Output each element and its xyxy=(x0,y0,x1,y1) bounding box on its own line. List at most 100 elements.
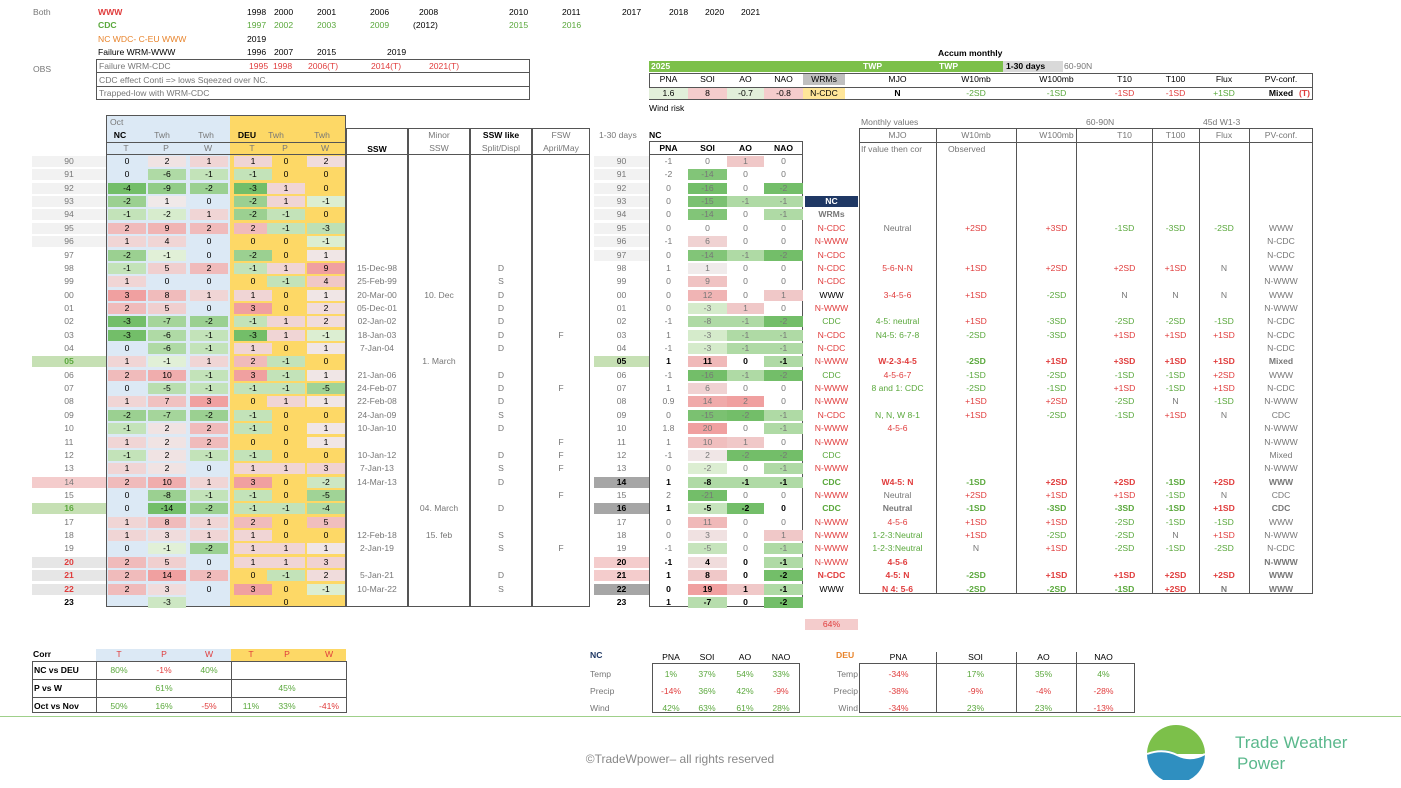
ssw-date: 12-Feb-18 xyxy=(357,530,397,540)
wrm-value: WWW xyxy=(819,290,844,300)
deu-corr-label: Temp xyxy=(836,669,858,679)
sd-value xyxy=(936,437,1016,448)
deu-value: 0 xyxy=(323,530,329,540)
sd-value xyxy=(1016,450,1097,461)
minor-date xyxy=(408,183,470,194)
deu-value: 1 xyxy=(267,543,305,554)
nc-value: 0 xyxy=(206,250,212,260)
sd-value xyxy=(936,169,1016,180)
index-year: 90 xyxy=(594,156,649,167)
ssw-date: 5-Jan-21 xyxy=(360,570,394,580)
right-header: T10 xyxy=(1117,130,1132,140)
current-value: -1SD xyxy=(1114,88,1135,98)
ssw-type xyxy=(470,250,532,261)
sd-value: +1SD xyxy=(1213,503,1235,513)
wrm-value: CDC xyxy=(822,477,841,487)
index-value: 0 xyxy=(743,557,748,567)
sd-value: -2SD xyxy=(1114,530,1135,540)
pv-value: WWW xyxy=(1268,517,1294,527)
legend-year: 2011 xyxy=(562,7,581,17)
obs-text: Failure WRM-CDC xyxy=(99,61,171,71)
fsw-flag xyxy=(532,370,590,381)
sd-value xyxy=(1152,303,1199,314)
sd-value: -2SD xyxy=(1046,584,1067,594)
nc-value: 1 xyxy=(190,290,228,301)
ssw-type: S xyxy=(498,276,504,286)
index-header: AO xyxy=(739,143,752,153)
index-value: 0 xyxy=(781,223,786,233)
minor-date xyxy=(408,370,470,381)
nc-value: -1 xyxy=(190,450,228,461)
nc-value: 2 xyxy=(108,557,146,568)
fsw-flag xyxy=(532,570,590,581)
sd-value xyxy=(1152,196,1199,207)
corr-value xyxy=(100,683,138,694)
index-value: -1 xyxy=(664,557,673,567)
deu-corr-value: -34% xyxy=(888,669,909,679)
mjo-value xyxy=(859,236,936,247)
ssw-date: 7-Jan-04 xyxy=(360,343,394,353)
ssw-type xyxy=(470,490,532,501)
index-value: 0 xyxy=(743,183,748,193)
sd-value xyxy=(1152,250,1199,261)
nc-value: 2 xyxy=(148,463,186,474)
pv-value: N-WWW xyxy=(1264,437,1298,447)
sd-value: -2SD xyxy=(1046,410,1067,420)
corr-value: -41% xyxy=(318,701,340,711)
nc-value: 2 xyxy=(108,570,146,581)
nc-value: 0 xyxy=(124,490,130,500)
mjo-value: Neutral xyxy=(883,490,912,500)
sd-value: +2SD xyxy=(1213,370,1235,380)
index-year: 08 xyxy=(616,396,627,406)
corr-col: T xyxy=(248,649,254,659)
deu-value: -1 xyxy=(234,410,272,421)
legend-year: 2020 xyxy=(705,7,725,17)
sd-value: +1SD xyxy=(1164,330,1187,340)
sd-value: +1SD xyxy=(1113,570,1136,580)
deu-value: 1 xyxy=(307,423,345,434)
nc-corr-value: 33% xyxy=(772,669,790,679)
deu-value: -2 xyxy=(234,209,272,220)
corr-value xyxy=(190,683,228,694)
current-value: -1SD xyxy=(1165,88,1186,98)
minor-date xyxy=(408,343,470,354)
deu-value: -1 xyxy=(307,584,345,595)
deu-value: -1 xyxy=(267,276,305,287)
deu-corr-value: -34% xyxy=(888,703,909,713)
corr-value: 33% xyxy=(278,701,296,711)
wind-risk-label: Wind risk xyxy=(649,103,685,113)
index-value: 0 xyxy=(743,517,748,527)
deu-value: 0 xyxy=(323,183,329,193)
nc-value: 0 xyxy=(206,276,212,286)
ssw-date: 7-Jan-13 xyxy=(360,463,394,473)
mjo-value: 4-5-6 xyxy=(887,423,908,433)
index-value: -1 xyxy=(664,316,673,326)
fsw-flag: F xyxy=(558,383,564,393)
sd-value xyxy=(936,423,1016,434)
sd-value: +1SD xyxy=(965,290,987,300)
row-year: 95 xyxy=(32,223,106,234)
legend-year: 2021 xyxy=(741,7,761,17)
minor-date xyxy=(408,223,470,234)
index-year: 91 xyxy=(594,169,649,180)
mjo-value: N4-5: 6-7-8 xyxy=(875,330,920,340)
nc-value: -9 xyxy=(148,183,186,194)
wrm-value: N-CDC xyxy=(817,570,846,580)
row-year: 91 xyxy=(32,169,106,180)
ssw-box xyxy=(346,128,408,607)
deu-value: 1 xyxy=(234,463,272,474)
nc-value: 1 xyxy=(108,396,146,407)
fsw-flag xyxy=(532,557,590,568)
wrm-value xyxy=(805,597,858,608)
sd-value xyxy=(1199,156,1249,167)
deu-value: -2 xyxy=(307,477,345,488)
fsw-flag xyxy=(532,169,590,180)
nc-value: 0 xyxy=(124,156,130,166)
nc-value: 2 xyxy=(148,450,186,461)
nc-value: 1 xyxy=(108,276,146,287)
fsw-flag xyxy=(532,250,590,261)
nc-value: 1 xyxy=(190,517,228,528)
row-year: 96 xyxy=(32,236,106,247)
deu-value: -3 xyxy=(234,183,272,194)
row-year: 06 xyxy=(64,370,74,380)
